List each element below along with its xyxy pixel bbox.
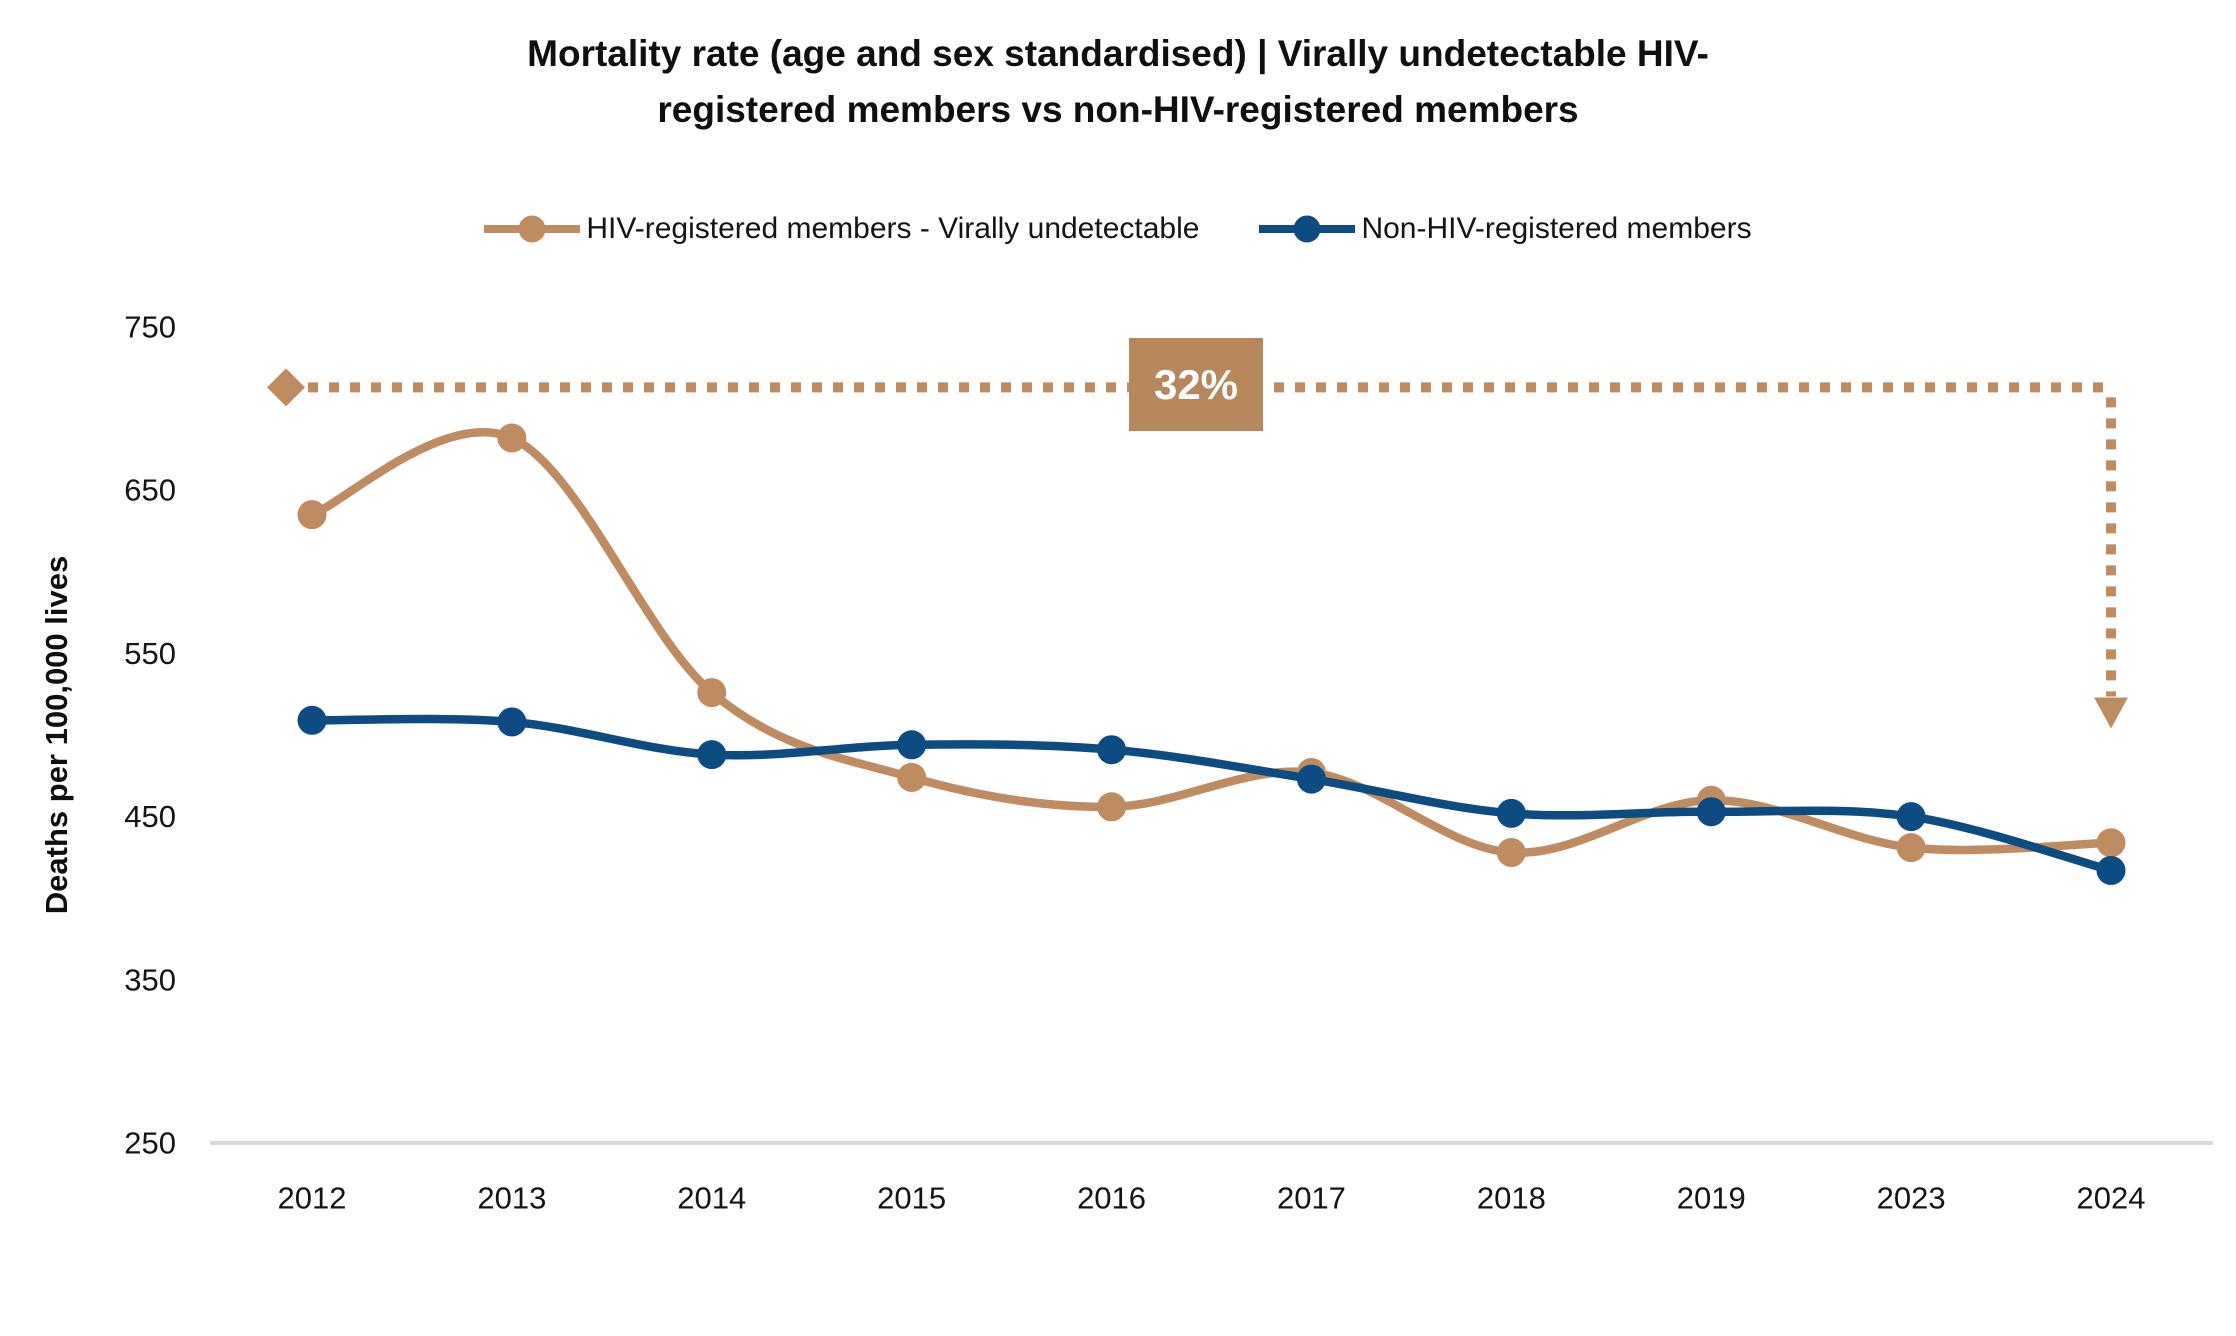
data-point-marker	[897, 762, 927, 792]
x-tick-label: 2012	[278, 1181, 347, 1216]
data-point-marker	[297, 500, 327, 530]
data-point-marker	[1097, 735, 1127, 765]
x-tick-label: 2018	[1477, 1181, 1546, 1216]
chart-title-line-1: Mortality rate (age and sex standardised…	[527, 33, 1709, 74]
series-line-hiv	[307, 427, 2116, 857]
y-tick-label: 450	[124, 799, 176, 834]
y-tick-label: 350	[124, 962, 176, 997]
x-tick-label: 2024	[2077, 1181, 2146, 1216]
data-point-marker	[497, 423, 527, 453]
data-point-marker	[1097, 792, 1127, 822]
legend: HIV-registered members - Virally undetec…	[0, 212, 2236, 246]
data-point-marker	[1496, 798, 1526, 828]
data-point-marker	[1696, 797, 1726, 827]
annotation-arrowhead-icon	[2094, 697, 2128, 729]
legend-line-dot-icon	[1259, 215, 1356, 243]
data-point-marker	[697, 740, 727, 770]
x-tick-label: 2023	[1877, 1181, 1946, 1216]
x-tick-label: 2014	[677, 1181, 746, 1216]
legend-item-hiv-registered: HIV-registered members - Virally undetec…	[484, 212, 1199, 246]
y-tick-label: 250	[124, 1126, 176, 1161]
data-point-marker	[297, 705, 327, 735]
x-tick-label: 2019	[1677, 1181, 1746, 1216]
data-point-marker	[1296, 764, 1326, 794]
data-point-marker	[2096, 855, 2126, 885]
data-point-marker	[897, 730, 927, 760]
chart-title: Mortality rate (age and sex standardised…	[0, 26, 2236, 138]
legend-label: Non-HIV-registered members	[1361, 212, 1752, 245]
data-point-marker	[697, 678, 727, 708]
x-tick-label: 2016	[1077, 1181, 1146, 1216]
percent-change-badge: 32%	[1129, 338, 1263, 431]
data-point-marker	[1896, 833, 1926, 863]
x-tick-label: 2013	[477, 1181, 546, 1216]
legend-line-dot-icon	[484, 215, 581, 243]
y-tick-label: 750	[124, 310, 176, 345]
legend-item-non-hiv-registered: Non-HIV-registered members	[1259, 212, 1752, 246]
legend-label: HIV-registered members - Virally undetec…	[586, 212, 1200, 245]
data-point-marker	[1896, 802, 1926, 832]
data-point-marker	[497, 707, 527, 737]
chart-title-line-2: registered members vs non-HIV-registered…	[657, 89, 1579, 130]
data-point-marker	[2096, 828, 2126, 858]
y-tick-label: 550	[124, 636, 176, 671]
y-tick-label: 650	[124, 473, 176, 508]
x-tick-label: 2017	[1277, 1181, 1346, 1216]
annotation-diamond-icon	[267, 368, 305, 407]
x-tick-label: 2015	[877, 1181, 946, 1216]
series-line-non-hiv	[307, 714, 2116, 875]
data-point-marker	[1496, 838, 1526, 868]
